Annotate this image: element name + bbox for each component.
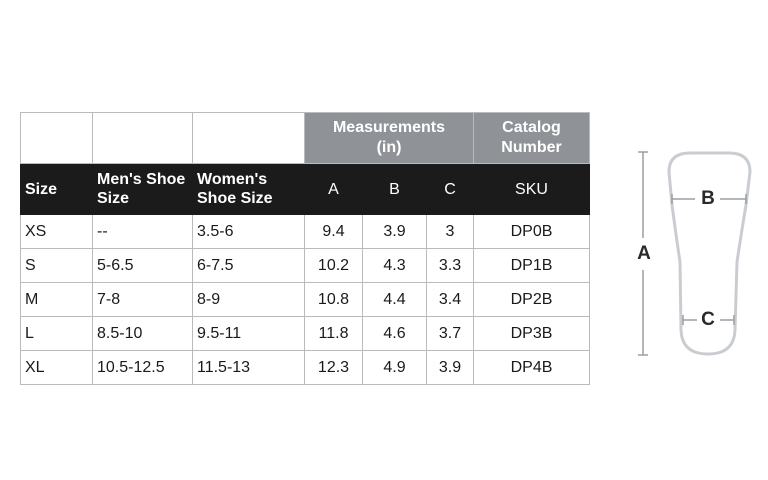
table-cell: 7-8 — [92, 282, 193, 317]
group-header-text: Catalog Number — [501, 119, 562, 156]
table-cell: DP1B — [473, 248, 590, 283]
table-cell: DP0B — [473, 214, 590, 249]
empty-cell — [192, 112, 305, 164]
table-cell: 4.3 — [362, 248, 427, 283]
header-row: Size Men's Shoe Size Women's Shoe Size A B C S… — [20, 163, 590, 215]
size-table: Measurements (in) Catalog Number Size Men… — [20, 112, 590, 385]
table-row: L 8.5-10 9.5-11 11.8 4.6 3.7 DP3B — [20, 316, 590, 351]
table-cell: 8.5-10 — [92, 316, 193, 351]
table-row: XS -- 3.5-6 9.4 3.9 3 DP0B — [20, 214, 590, 249]
dimension-lines — [638, 151, 747, 356]
table-cell: 4.4 — [362, 282, 427, 317]
table-cell: 3.9 — [362, 214, 427, 249]
table-cell: DP3B — [473, 316, 590, 351]
group-header: Catalog Number — [473, 112, 590, 164]
dimension-label: C — [701, 309, 715, 330]
table-cell: 11.8 — [304, 316, 363, 351]
table-body: XS -- 3.5-6 9.4 3.9 3 DP0B S 5-6.5 6-7.5 10.2 4.3 3.… — [20, 214, 590, 385]
dimension-label: A — [637, 243, 651, 264]
group-header-text: Measurements (in) — [332, 119, 446, 156]
group-header-row: Measurements (in) Catalog Number — [20, 112, 590, 164]
table-cell: 9.5-11 — [192, 316, 305, 351]
table-cell: 4.9 — [362, 350, 427, 385]
group-header: Measurements (in) — [304, 112, 474, 164]
column-header: B — [362, 163, 427, 215]
table-cell: 3.4 — [426, 282, 474, 317]
table-cell: 11.5-13 — [192, 350, 305, 385]
table-row: S 5-6.5 6-7.5 10.2 4.3 3.3 DP1B — [20, 248, 590, 283]
table-cell: S — [20, 248, 93, 283]
table-cell: 12.3 — [304, 350, 363, 385]
dimension-label: B — [701, 188, 715, 209]
table-cell: 5-6.5 — [92, 248, 193, 283]
table-cell: 10.5-12.5 — [92, 350, 193, 385]
column-header: Women's Shoe Size — [192, 163, 305, 215]
empty-cell — [20, 112, 93, 164]
table-cell: 10.8 — [304, 282, 363, 317]
column-header: SKU — [473, 163, 590, 215]
table-cell: DP4B — [473, 350, 590, 385]
table-cell: 9.4 — [304, 214, 363, 249]
table-row: XL 10.5-12.5 11.5-13 12.3 4.9 3.9 DP4B — [20, 350, 590, 385]
table-cell: L — [20, 316, 93, 351]
table-cell: 3 — [426, 214, 474, 249]
